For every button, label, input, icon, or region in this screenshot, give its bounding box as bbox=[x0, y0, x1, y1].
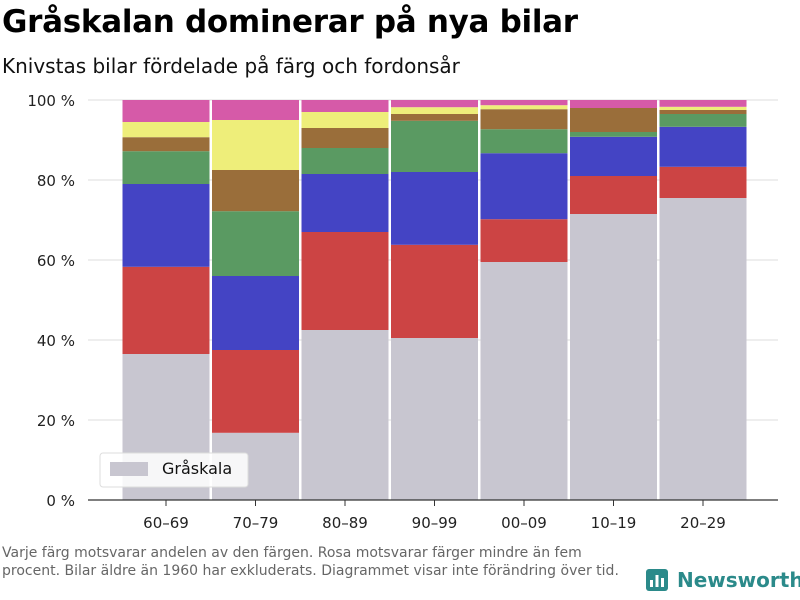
x-tick-label: 80–89 bbox=[322, 514, 368, 532]
bar-segment-series-7 bbox=[391, 100, 478, 108]
bar-segment-series-4 bbox=[480, 129, 568, 154]
bar-segment-series-4 bbox=[391, 120, 478, 172]
x-tick-label: 00–09 bbox=[501, 514, 547, 532]
bar-segment-series-2 bbox=[480, 219, 568, 262]
bar-segment-series-5 bbox=[301, 128, 389, 148]
bar-segment-series-5 bbox=[570, 108, 657, 132]
y-tick-label: 100 % bbox=[27, 92, 75, 110]
bar-segment-series-4 bbox=[570, 132, 657, 137]
bar-segment-series-7 bbox=[122, 100, 210, 122]
bar-segment-series-7 bbox=[212, 100, 299, 120]
x-tick-label: 70–79 bbox=[233, 514, 279, 532]
bar-segment-series-3 bbox=[301, 174, 389, 232]
bar-segment-series-5 bbox=[480, 109, 568, 130]
bar-segment-series-6 bbox=[659, 106, 747, 110]
bar-segment-gr-skala bbox=[659, 198, 747, 500]
bar-segment-series-5 bbox=[212, 170, 299, 212]
bar-segment-series-4 bbox=[301, 148, 389, 174]
legend-label: Gråskala bbox=[162, 459, 232, 478]
bar-segment-gr-skala bbox=[480, 262, 568, 500]
bar-segment-series-3 bbox=[570, 136, 657, 176]
bar-segment-gr-skala bbox=[391, 338, 478, 500]
bar-segment-series-3 bbox=[391, 172, 478, 245]
bar-segment-series-2 bbox=[391, 244, 478, 338]
bar-segment-series-4 bbox=[659, 114, 747, 127]
bar-segment-series-3 bbox=[659, 126, 747, 167]
brand-name: Newsworthy bbox=[677, 568, 800, 592]
bar-segment-series-7 bbox=[301, 100, 389, 112]
x-tick-label: 10–19 bbox=[591, 514, 637, 532]
bar-segment-series-5 bbox=[659, 110, 747, 114]
newsworthy-logo: Newsworthy bbox=[645, 568, 800, 592]
x-tick-label: 90–99 bbox=[412, 514, 458, 532]
chart-title: Gråskalan dominerar på nya bilar bbox=[2, 4, 578, 40]
bar-segment-series-2 bbox=[301, 232, 389, 330]
y-tick-label: 40 % bbox=[37, 332, 75, 350]
x-tick-label: 20–29 bbox=[680, 514, 726, 532]
bar-segment-series-7 bbox=[570, 100, 657, 108]
bar-segment-series-7 bbox=[659, 100, 747, 107]
chart-subtitle: Knivstas bilar fördelade på färg och for… bbox=[2, 54, 460, 78]
bar-segment-series-6 bbox=[212, 120, 299, 170]
bar-segment-series-3 bbox=[480, 153, 568, 220]
y-tick-label: 80 % bbox=[37, 172, 75, 190]
bar-segment-series-2 bbox=[570, 176, 657, 214]
bar-segment-series-2 bbox=[212, 350, 299, 433]
y-tick-label: 20 % bbox=[37, 412, 75, 430]
bar-segment-series-5 bbox=[391, 114, 478, 121]
bar-segment-series-6 bbox=[480, 105, 568, 110]
bar-segment-series-6 bbox=[391, 107, 478, 114]
footnote: Varje färg motsvarar andelen av den färg… bbox=[2, 545, 619, 579]
bar-segment-series-3 bbox=[212, 276, 299, 350]
bar-segment-series-4 bbox=[122, 151, 210, 184]
bar-segment-series-7 bbox=[480, 100, 568, 106]
bar-segment-series-2 bbox=[659, 166, 747, 198]
legend-swatch bbox=[110, 462, 148, 476]
bar-segment-series-4 bbox=[212, 211, 299, 276]
bar-segment-series-5 bbox=[122, 137, 210, 152]
bar-segment-gr-skala bbox=[570, 214, 657, 500]
y-tick-label: 0 % bbox=[46, 492, 75, 510]
bar-segment-gr-skala bbox=[301, 330, 389, 500]
bar-segment-series-6 bbox=[122, 122, 210, 138]
x-tick-label: 60–69 bbox=[143, 514, 189, 532]
bar-segment-series-2 bbox=[122, 266, 210, 354]
newsworthy-icon bbox=[646, 569, 668, 591]
legend-box bbox=[99, 452, 249, 488]
bar-segment-series-3 bbox=[122, 184, 210, 267]
bar-segment-series-6 bbox=[301, 112, 389, 128]
y-tick-label: 60 % bbox=[37, 252, 75, 270]
